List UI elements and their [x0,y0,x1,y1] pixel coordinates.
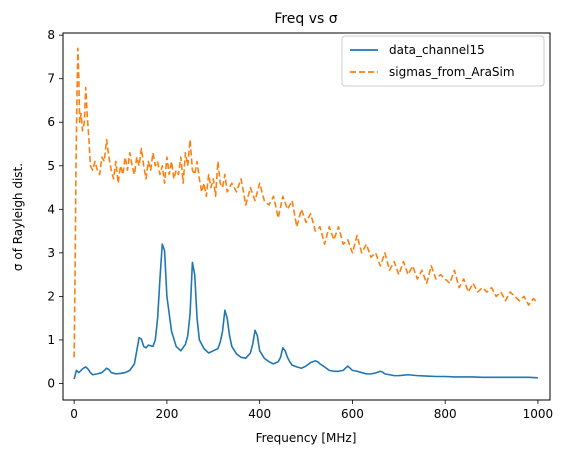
y-tick-label: 6 [47,115,55,129]
y-axis-label: σ of Rayleigh dist. [11,163,25,271]
legend: data_channel15 sigmas_from_AraSim [341,35,545,87]
y-tick-label: 2 [47,289,55,303]
plot-frame [62,32,551,401]
y-axis: 0 1 2 3 4 5 6 7 8 [47,28,63,390]
y-tick-label: 7 [47,72,55,86]
x-tick-label: 0 [70,407,78,421]
series-line-data-channel15 [73,243,538,380]
chart-title: Freq vs σ [274,11,337,27]
legend-label-data-channel15: data_channel15 [389,43,485,57]
x-tick-label: 400 [248,407,271,421]
x-axis: 0 200 400 600 800 1000 [70,400,553,421]
y-tick-label: 0 [47,376,55,390]
y-tick-label: 5 [47,159,55,173]
x-tick-label: 800 [434,407,457,421]
y-tick-label: 4 [47,202,55,216]
x-tick-label: 600 [341,407,364,421]
x-tick-label: 1000 [523,407,554,421]
y-tick-label: 8 [47,28,55,42]
x-axis-label: Frequency [MHz] [256,431,357,445]
y-tick-label: 1 [47,333,55,347]
series-layer [73,47,539,380]
y-tick-label: 3 [47,246,55,260]
x-tick-label: 200 [155,407,178,421]
legend-label-sigmas-from-arasim: sigmas_from_AraSim [389,65,515,79]
legend-box [341,35,545,87]
series-line-sigmas-from-arasim [73,47,539,358]
